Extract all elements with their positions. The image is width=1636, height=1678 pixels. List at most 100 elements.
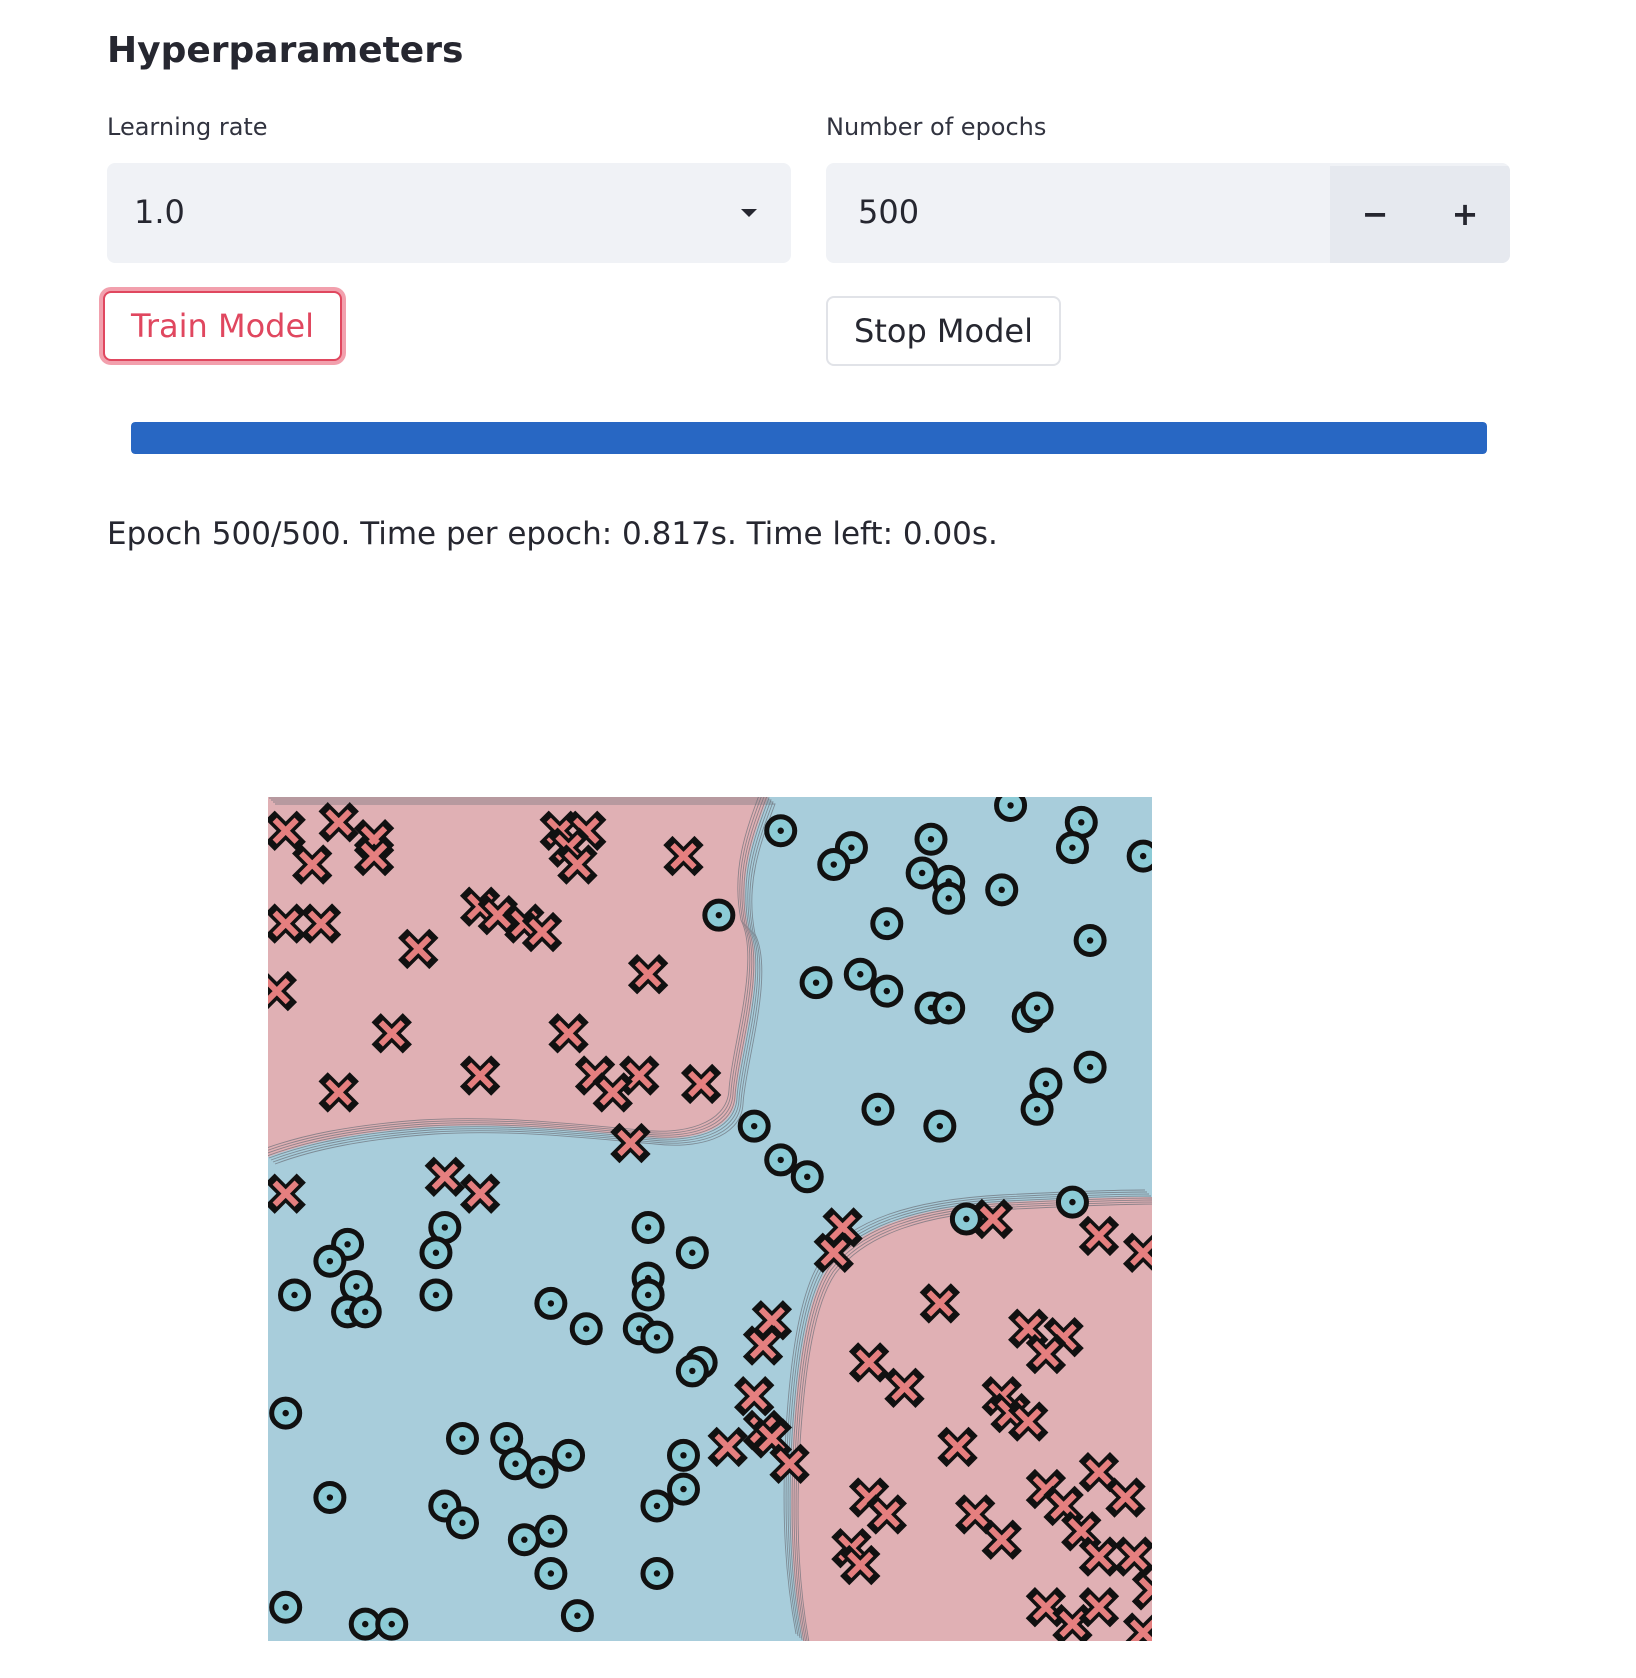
data-point-o [790,1160,824,1194]
data-point-x [557,844,598,885]
data-point-x [619,1055,660,1096]
data-point-o [1055,1185,1089,1219]
learning-rate-select[interactable]: 1.0 [107,163,791,263]
data-point-x [1025,1333,1067,1375]
data-point-x [353,835,395,877]
data-point-o [419,1236,453,1270]
data-point-x [398,928,439,970]
data-point-x [1122,1232,1152,1273]
data-point-o [1126,839,1152,873]
data-point-x [1078,1587,1120,1628]
data-point-x [477,894,519,936]
data-point-o [313,1244,347,1278]
increment-button[interactable]: + [1451,195,1479,233]
data-points [268,797,1152,1641]
data-point-x [459,1173,501,1214]
data-point-x [268,810,306,851]
data-point-x [742,1325,784,1366]
data-point-x [318,1072,359,1113]
data-point-x [521,911,563,953]
epochs-number-input[interactable]: 500 − + [826,163,1510,263]
data-point-o [348,1295,382,1329]
data-point-o [666,1472,700,1506]
data-point-o [534,1286,568,1320]
data-point-x [981,1519,1022,1560]
data-point-x [680,1063,722,1105]
contour-line [793,1199,1152,1641]
data-point-o [499,1447,533,1481]
data-point-o [269,1590,303,1624]
data-point-o [764,814,798,848]
data-point-x [707,1426,748,1468]
data-point-o [870,974,904,1008]
data-point-x [268,970,298,1012]
contour-line [268,797,762,1151]
data-point-x [424,1156,465,1197]
data-point-o [666,1438,700,1472]
chevron-down-icon [741,209,757,217]
data-point-o [1073,1050,1107,1084]
data-point-o [552,1438,586,1472]
data-point-o [560,1599,594,1633]
data-point-o [534,1514,568,1548]
learning-rate-label: Learning rate [107,113,268,141]
data-point-o [348,1607,382,1641]
data-point-x [955,1494,996,1535]
data-point-x [1105,1477,1146,1518]
contour-line [268,797,768,1157]
data-point-x [268,903,306,944]
data-point-x [937,1426,978,1468]
data-point-o [534,1556,568,1590]
data-point-x [592,1072,633,1113]
data-point-x [371,1013,412,1054]
data-point-o [799,966,833,1000]
data-point-x [972,1198,1014,1240]
data-point-x [1131,1570,1152,1611]
train-model-button[interactable]: Train Model [103,291,343,361]
data-point-o [640,1556,674,1590]
data-point-o [631,1278,665,1312]
epochs-value[interactable]: 500 [858,193,920,231]
progress-bar [131,422,1487,454]
data-point-x [1008,1401,1049,1442]
data-point-o [375,1607,409,1641]
progress-bar-fill [131,422,1487,454]
data-point-o [490,1421,524,1455]
contour-line [268,797,765,1154]
contour-line [795,1201,1152,1641]
data-point-o [569,1312,603,1346]
data-point-x [734,1376,775,1417]
data-point-o [923,1109,957,1143]
contour-line [791,1197,1152,1641]
data-point-o [507,1523,541,1557]
data-point-x [919,1283,961,1324]
data-point-x [610,1122,651,1164]
decision-boundary-plot [268,797,1152,1641]
data-point-o [640,1320,674,1354]
decrement-button[interactable]: − [1361,195,1389,233]
contour-line [268,797,759,1148]
data-point-x [459,1055,501,1096]
data-point-o [1073,923,1107,957]
data-point-o [1020,1092,1054,1126]
data-point-o [631,1210,665,1244]
data-point-x [268,1173,306,1214]
data-point-o [870,907,904,941]
data-point-x [548,1013,589,1054]
contour-line [274,803,776,1165]
contour-line [272,801,774,1163]
data-point-o [985,873,1019,907]
data-point-o [764,1143,798,1177]
data-point-o [675,1236,709,1270]
data-point-x [866,1494,907,1535]
data-point-x [292,844,333,885]
stop-model-button[interactable]: Stop Model [826,296,1061,366]
data-point-x [1052,1603,1093,1641]
epochs-label: Number of epochs [826,113,1047,141]
data-point-x [848,1342,890,1383]
data-point-o [932,881,966,915]
data-point-x [813,1232,854,1273]
data-point-o [949,1202,983,1236]
data-point-o [313,1481,347,1515]
data-point-x [769,1443,810,1484]
